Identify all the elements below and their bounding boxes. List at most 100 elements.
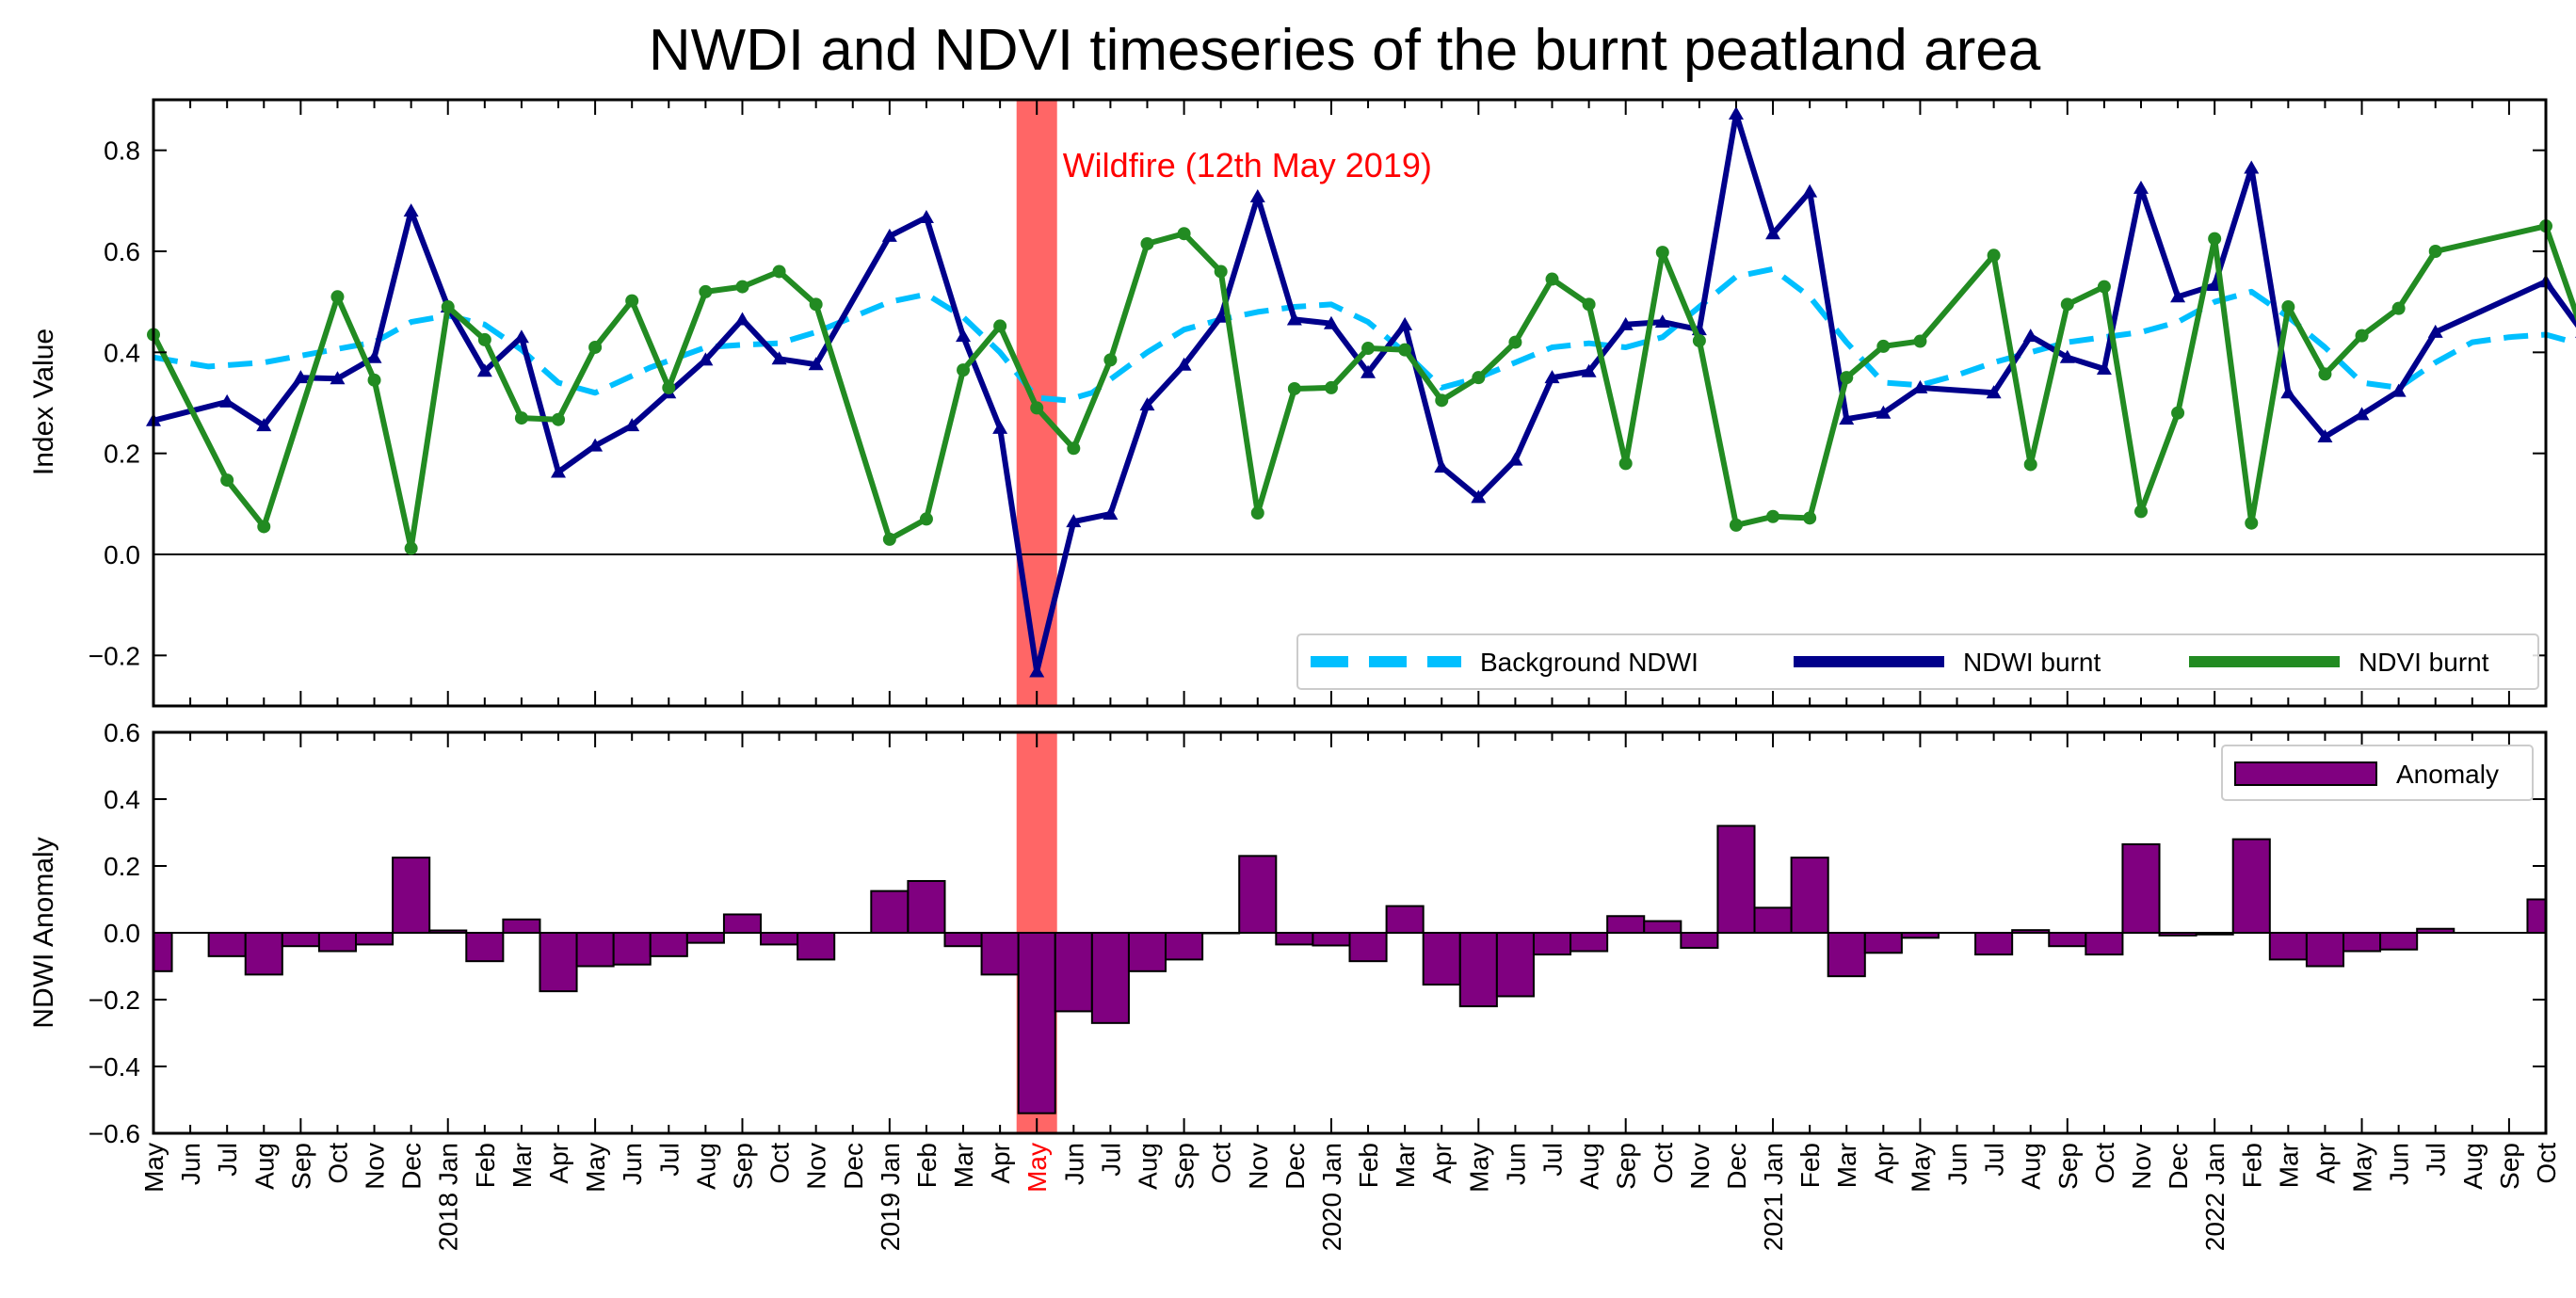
x-tick-label: Mar (1391, 1143, 1420, 1188)
x-tick-label: May (581, 1143, 610, 1193)
x-tick-label: Nov (2127, 1143, 2156, 1190)
anomaly-bar (1570, 932, 1609, 953)
anomaly-bar (1680, 932, 1719, 949)
x-tick-label: Jul (2422, 1143, 2451, 1177)
series-ndvi-burnt (147, 219, 2576, 555)
data-point (1177, 227, 1191, 241)
data-point (772, 264, 786, 279)
anomaly-bar (207, 932, 247, 957)
x-tick-label: Apr (986, 1143, 1015, 1184)
x-tick-label: Jun (1059, 1143, 1088, 1185)
anomaly-bar (1017, 932, 1056, 1114)
data-point (1692, 333, 1706, 347)
data-point (1840, 371, 1854, 385)
bottom-y-tick-label: −0.6 (89, 1119, 140, 1148)
data-point (219, 393, 235, 408)
x-tick-label: 2019 Jan (876, 1143, 905, 1251)
x-tick-label: May (1022, 1143, 1052, 1193)
data-point (698, 352, 714, 366)
x-tick-label: Jul (1096, 1143, 1125, 1177)
data-point (1213, 309, 1229, 323)
anomaly-bar (1827, 932, 1866, 978)
anomaly-bar (1532, 932, 1572, 956)
anomaly-bar (539, 932, 578, 993)
anomaly-bar (907, 879, 946, 934)
x-tick-label: Apr (2310, 1143, 2340, 1184)
anomaly-bar (1090, 932, 1130, 1024)
data-point (1323, 315, 1339, 329)
data-point (992, 420, 1008, 434)
data-point (1545, 272, 1559, 286)
anomaly-bar (2268, 932, 2308, 961)
data-point (1582, 297, 1596, 312)
data-point (366, 349, 382, 363)
bottom-y-tick-label: 0.2 (104, 852, 140, 881)
data-point (1397, 316, 1413, 330)
data-point (809, 297, 823, 312)
bottom-legend: Anomaly (2221, 745, 2534, 801)
data-point (1802, 184, 1818, 198)
data-point (2354, 407, 2370, 421)
top-panel: Wildfire (12th May 2019) −0.2 0.0 0.2 0.4 0.… (28, 98, 2576, 708)
x-tick-label: Dec (1722, 1143, 1751, 1190)
data-point (2318, 367, 2332, 381)
x-tick-label: Jun (2385, 1143, 2414, 1185)
data-point (367, 373, 381, 387)
data-point (1250, 505, 1264, 520)
data-point (735, 280, 749, 294)
data-point (293, 370, 309, 384)
series-line (153, 265, 2576, 404)
data-point (1472, 371, 1486, 385)
data-point (2097, 280, 2111, 294)
data-point (1249, 189, 1265, 203)
legend-label: NDWI burnt (1963, 648, 2101, 677)
data-point (1103, 506, 1119, 521)
x-tick-label: Apr (1869, 1143, 1898, 1184)
x-tick-label: Dec (839, 1143, 868, 1190)
anomaly-bar (1275, 932, 1314, 946)
x-tick-label: Oct (1207, 1143, 1236, 1184)
x-tick-label: Jun (176, 1143, 205, 1185)
data-point (662, 380, 676, 394)
x-tick-label: Feb (1354, 1143, 1383, 1188)
anomaly-bar (2231, 838, 2271, 934)
data-point (1618, 316, 1634, 330)
data-point (881, 228, 897, 242)
data-point (551, 464, 567, 478)
data-point (588, 340, 603, 354)
data-point (441, 300, 455, 314)
top-y-tick-label: −0.2 (89, 641, 140, 670)
anomaly-bar (2121, 842, 2161, 934)
x-tick-label: Sep (2053, 1143, 2083, 1190)
top-legend: Background NDWI NDWI burnt NDVI burnt (1296, 633, 2539, 690)
legend-label: Anomaly (2396, 760, 2499, 789)
x-tick-label: Aug (691, 1143, 720, 1190)
x-tick-label: Jun (618, 1143, 647, 1185)
series-line (151, 223, 2576, 552)
anomaly-bar (797, 932, 836, 961)
data-point (1544, 370, 1560, 384)
data-point (476, 363, 492, 377)
data-point (330, 371, 346, 385)
data-point (2244, 160, 2260, 174)
data-point (404, 541, 418, 555)
bottom-y-tick-label: −0.2 (89, 986, 140, 1015)
data-point (1581, 363, 1597, 377)
x-tick-label: May (1464, 1143, 1493, 1193)
anomaly-bar (1790, 857, 1829, 934)
data-point (2133, 505, 2148, 519)
data-point (699, 284, 713, 298)
bottom-y-axis-label: NDWI Anomaly (28, 837, 59, 1028)
data-point (1139, 397, 1155, 411)
data-point (919, 512, 933, 526)
bottom-axes: −0.6 −0.4 −0.2 0.0 0.2 0.4 0.6 (89, 718, 2548, 1148)
anomaly-bar (943, 932, 983, 948)
anomaly-bar (244, 932, 283, 976)
legend-swatch (2234, 761, 2377, 786)
legend-label: NDVI burnt (2359, 648, 2489, 677)
data-point (1324, 380, 1338, 394)
data-point (1434, 459, 1450, 473)
x-tick-label: 2021 Jan (1759, 1143, 1788, 1251)
x-tick-label: May (139, 1143, 169, 1193)
